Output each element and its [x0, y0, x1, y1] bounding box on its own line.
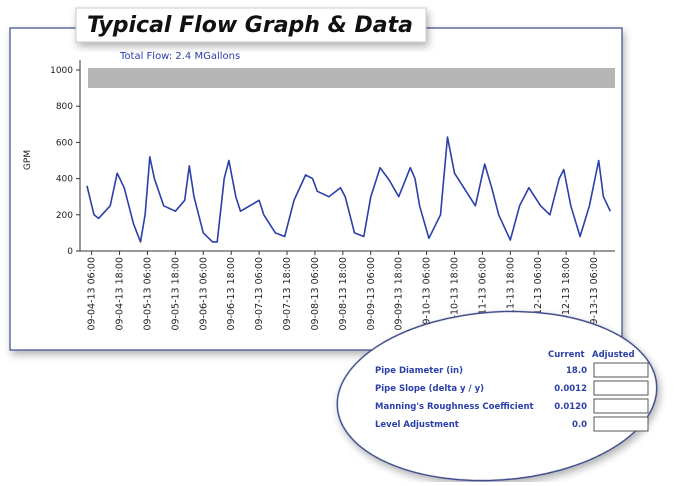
column-header: Current: [548, 350, 585, 360]
title-tab: [75, 7, 427, 43]
row-label: Level Adjustment: [375, 420, 459, 430]
y-tick-label: 0: [67, 247, 73, 257]
x-tick-label: 09-12-13 18:00: [561, 257, 572, 331]
plot-band: [88, 68, 615, 88]
row-label: Pipe Diameter (in): [375, 366, 463, 376]
flow-line: [86, 136, 612, 243]
x-tick-label: 09-10-13 06:00: [422, 257, 433, 331]
subtitle: Total Flow: 2.4 MGallons: [119, 51, 240, 62]
x-tick-label: 09-05-13 06:00: [142, 257, 153, 331]
x-tick-label: 09-13-13 06:00: [589, 257, 600, 331]
column-header: Adjusted: [592, 350, 635, 360]
row-label: Manning's Roughness Coefficient: [375, 402, 534, 412]
current-value: 0.0: [572, 420, 587, 430]
x-tick-label: 09-06-13 06:00: [198, 257, 209, 331]
y-tick-label: 1000: [50, 66, 73, 76]
x-tick-label: 09-09-13 18:00: [394, 257, 405, 331]
x-tick-label: 09-04-13 18:00: [115, 257, 126, 331]
x-tick-label: 09-08-13 06:00: [310, 257, 321, 331]
x-tick-label: 09-11-13 18:00: [505, 257, 516, 331]
x-tick-label: 09-08-13 18:00: [338, 257, 349, 331]
adjusted-input[interactable]: [593, 398, 649, 414]
row-label: Pipe Slope (delta y / y): [375, 384, 484, 394]
y-tick-label: 600: [56, 138, 73, 148]
x-tick-label: 09-05-13 18:00: [170, 257, 181, 331]
x-tick-label: 09-10-13 18:00: [450, 257, 461, 331]
x-tick-label: 09-11-13 06:00: [477, 257, 488, 331]
x-tick-label: 09-04-13 06:00: [87, 257, 98, 331]
title: Typical Flow Graph & Data: [87, 13, 413, 38]
y-tick-label: 800: [56, 102, 73, 112]
y-tick-label: 400: [56, 175, 73, 185]
y-tick-label: 200: [56, 211, 73, 221]
x-tick-label: 09-07-13 18:00: [282, 257, 293, 331]
current-value: 0.0120: [554, 402, 587, 412]
x-tick-label: 09-12-13 06:00: [533, 257, 544, 331]
adjusted-input[interactable]: [593, 380, 649, 396]
detail-ellipse: [336, 310, 658, 482]
x-tick-label: 09-06-13 18:00: [226, 257, 237, 331]
y-axis-label: GPM: [23, 150, 33, 170]
x-tick-label: 09-09-13 06:00: [366, 257, 377, 331]
adjusted-input[interactable]: [593, 362, 649, 378]
current-value: 18.0: [566, 366, 587, 376]
current-value: 0.0012: [554, 384, 587, 394]
x-tick-label: 09-07-13 06:00: [254, 257, 265, 331]
adjusted-input[interactable]: [593, 416, 649, 432]
